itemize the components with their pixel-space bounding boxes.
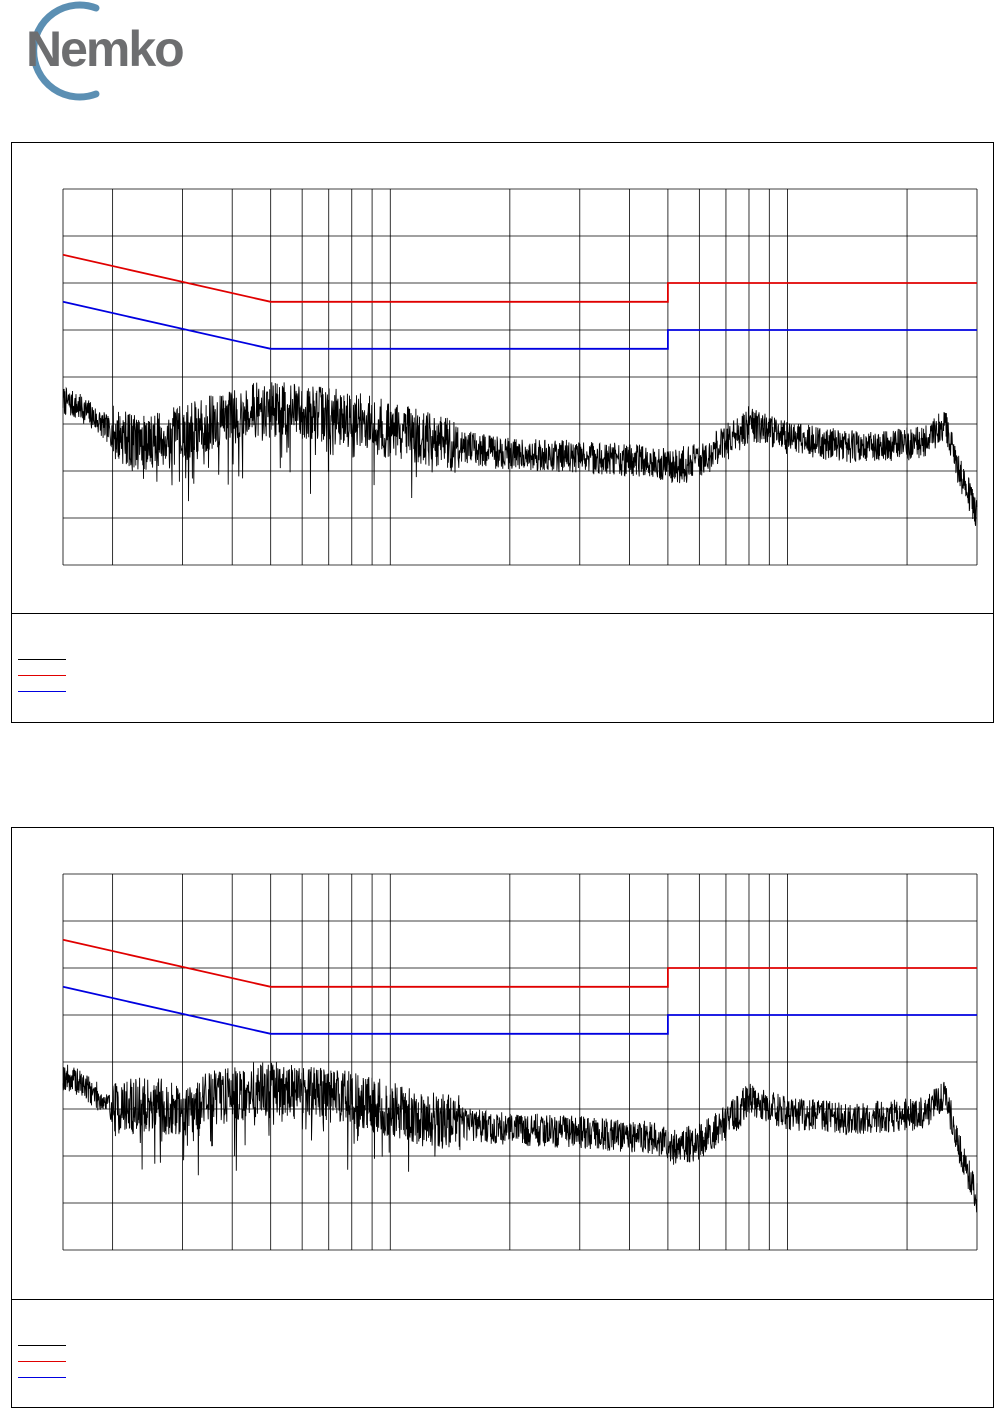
legend-limit-qp-swatch <box>18 675 66 676</box>
legend-measurement-swatch <box>18 1345 66 1346</box>
limit-line-limit-avg <box>62 985 977 1035</box>
measurement-trace <box>62 1061 978 1213</box>
legend-limit-avg-swatch <box>18 691 66 692</box>
chart-2-divider <box>12 1299 993 1300</box>
legend-limit-qp-swatch <box>18 1361 66 1362</box>
chart-panel-1 <box>11 142 994 723</box>
nemko-logo: Nemko <box>0 0 222 102</box>
limit-line-limit-qp <box>62 253 977 303</box>
limit-line-limit-avg <box>62 300 977 350</box>
measurement-trace <box>62 382 978 526</box>
legend-limit-avg-swatch <box>18 1377 66 1378</box>
logo-wordmark: Nemko <box>26 21 185 77</box>
nemko-ring-logo-icon <box>30 1 100 101</box>
chart-2-plot <box>62 873 978 1251</box>
chart-1-divider <box>12 613 993 614</box>
limit-line-limit-qp <box>62 938 977 988</box>
chart-panel-2 <box>11 827 994 1408</box>
legend-measurement-swatch <box>18 659 66 660</box>
chart-1-plot <box>62 188 978 566</box>
